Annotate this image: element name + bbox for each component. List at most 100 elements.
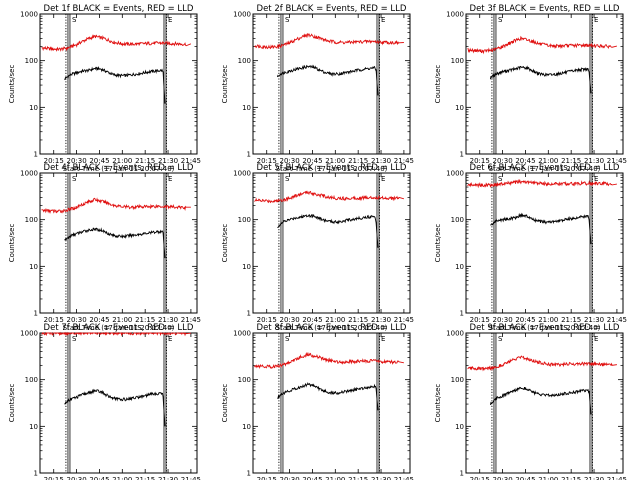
x-tick-label: 20:45 xyxy=(302,476,322,480)
x-axis-label: Start Time (17-Jan-11 20:07:40) xyxy=(63,324,175,332)
x-tick-label: 21:45 xyxy=(181,157,201,165)
y-tick-label: 1 xyxy=(460,470,464,478)
end-marker-label: E xyxy=(594,335,598,343)
y-tick-label: 1000 xyxy=(20,330,38,338)
x-tick-label: 21:30 xyxy=(584,316,604,324)
y-tick-label: 1000 xyxy=(233,170,251,178)
y-tick-label: 1000 xyxy=(233,330,251,338)
y-tick-label: 100 xyxy=(451,376,464,384)
y-tick-label: 1000 xyxy=(20,170,38,178)
panel-title: Det 1f BLACK = Events, RED = LLD xyxy=(44,4,194,14)
plot-frame xyxy=(252,13,411,155)
x-tick-label: 21:15 xyxy=(561,316,581,324)
x-tick-label: 21:15 xyxy=(135,316,155,324)
start-marker-label: S xyxy=(498,16,503,24)
y-tick-label: 1 xyxy=(247,470,251,478)
plot-frame xyxy=(39,172,198,314)
end-marker-label: E xyxy=(168,335,172,343)
x-tick-label: 20:30 xyxy=(66,476,86,480)
x-tick-label: 21:00 xyxy=(538,476,558,480)
y-axis-label: Counts/sec xyxy=(434,224,442,263)
x-tick-label: 21:45 xyxy=(181,316,201,324)
x-tick-label: 21:45 xyxy=(607,316,627,324)
y-tick-label: 10 xyxy=(242,263,251,271)
y-tick-label: 1000 xyxy=(446,11,464,19)
y-tick-label: 1 xyxy=(460,151,464,159)
x-tick-label: 21:30 xyxy=(371,157,391,165)
x-tick-label: 21:00 xyxy=(325,476,345,480)
lld-series-line xyxy=(254,32,404,50)
end-marker-label: E xyxy=(381,175,385,183)
events-series-line xyxy=(277,213,379,248)
x-tick-label: 21:45 xyxy=(607,157,627,165)
x-tick-label: 20:45 xyxy=(302,316,322,324)
x-axis-label: Start Time (17-Jan-11 20:07:40) xyxy=(276,165,388,173)
panel-title: Det 4f BLACK = Events, RED = LLD xyxy=(44,163,194,173)
panel-7: Det 7f BLACK = Events, RED = LLD 1 10 100 10… xyxy=(8,323,201,480)
panel-1: Det 1f BLACK = Events, RED = LLD 1 10 100 10… xyxy=(8,4,201,173)
panel-6: Det 6f BLACK = Events, RED = LLD 1 10 100 10… xyxy=(434,163,627,332)
x-tick-label: 20:45 xyxy=(302,157,322,165)
start-marker-label: S xyxy=(498,335,503,343)
x-tick-label: 21:30 xyxy=(371,316,391,324)
y-axis-label: Counts/sec xyxy=(221,224,229,263)
y-tick-label: 1 xyxy=(34,151,38,159)
x-tick-label: 21:30 xyxy=(158,157,178,165)
x-tick-label: 20:15 xyxy=(44,316,64,324)
start-marker-label: S xyxy=(72,175,77,183)
x-tick-label: 20:30 xyxy=(492,316,512,324)
events-series-line xyxy=(490,212,592,245)
y-tick-label: 100 xyxy=(25,57,38,65)
y-tick-label: 1 xyxy=(247,151,251,159)
y-tick-label: 1000 xyxy=(20,11,38,19)
plot-frame xyxy=(252,332,411,474)
x-axis-label: Start Time (17-Jan-11 20:07:40) xyxy=(489,324,601,332)
x-tick-label: 21:15 xyxy=(561,157,581,165)
panel-8: Det 8f BLACK = Events, RED = LLD 1 10 100 10… xyxy=(221,323,414,480)
start-marker-label: S xyxy=(285,175,290,183)
start-marker-label: S xyxy=(285,335,290,343)
x-tick-label: 20:30 xyxy=(66,316,86,324)
y-axis-label: Counts/sec xyxy=(434,65,442,104)
start-marker-label: S xyxy=(498,175,503,183)
x-tick-label: 21:30 xyxy=(158,476,178,480)
x-tick-label: 20:15 xyxy=(257,157,277,165)
x-tick-label: 20:15 xyxy=(44,476,64,480)
panel-9: Det 9f BLACK = Events, RED = LLD 1 10 100 10… xyxy=(434,323,627,480)
x-tick-label: 21:00 xyxy=(112,476,132,480)
end-marker-label: E xyxy=(594,16,598,24)
start-marker-label: S xyxy=(72,16,77,24)
events-series-line xyxy=(276,64,379,96)
y-tick-label: 100 xyxy=(25,376,38,384)
lld-series-line xyxy=(41,34,192,52)
x-tick-label: 20:15 xyxy=(470,157,490,165)
panel-2: Det 2f BLACK = Events, RED = LLD 1 10 100 10… xyxy=(221,4,414,173)
x-tick-label: 21:45 xyxy=(181,476,201,480)
events-series-line xyxy=(64,66,166,104)
x-tick-label: 21:30 xyxy=(371,476,391,480)
lld-series-line xyxy=(41,197,191,214)
plot-frame xyxy=(465,172,624,314)
y-axis-label: Counts/sec xyxy=(221,65,229,104)
y-tick-label: 1 xyxy=(247,310,251,318)
y-tick-label: 100 xyxy=(238,216,251,224)
x-tick-label: 20:30 xyxy=(279,157,299,165)
x-tick-label: 20:45 xyxy=(89,316,109,324)
x-tick-label: 20:45 xyxy=(515,316,535,324)
start-marker-label: S xyxy=(285,16,290,24)
x-axis-label: Start Time (17-Jan-11 20:07:40) xyxy=(489,165,601,173)
end-marker-label: E xyxy=(168,16,172,24)
y-tick-label: 1000 xyxy=(233,11,251,19)
x-tick-label: 21:30 xyxy=(584,476,604,480)
y-tick-label: 100 xyxy=(451,57,464,65)
plot-frame xyxy=(465,332,624,474)
x-tick-label: 21:00 xyxy=(325,316,345,324)
x-tick-label: 20:15 xyxy=(44,157,64,165)
start-marker-label: S xyxy=(72,335,77,343)
x-tick-label: 20:15 xyxy=(257,316,277,324)
y-tick-label: 10 xyxy=(29,423,38,431)
panel-title: Det 9f BLACK = Events, RED = LLD xyxy=(470,323,620,333)
end-marker-label: E xyxy=(381,335,385,343)
y-tick-label: 1000 xyxy=(446,330,464,338)
x-axis-label: Start Time (17-Jan-11 20:07:40) xyxy=(63,165,175,173)
